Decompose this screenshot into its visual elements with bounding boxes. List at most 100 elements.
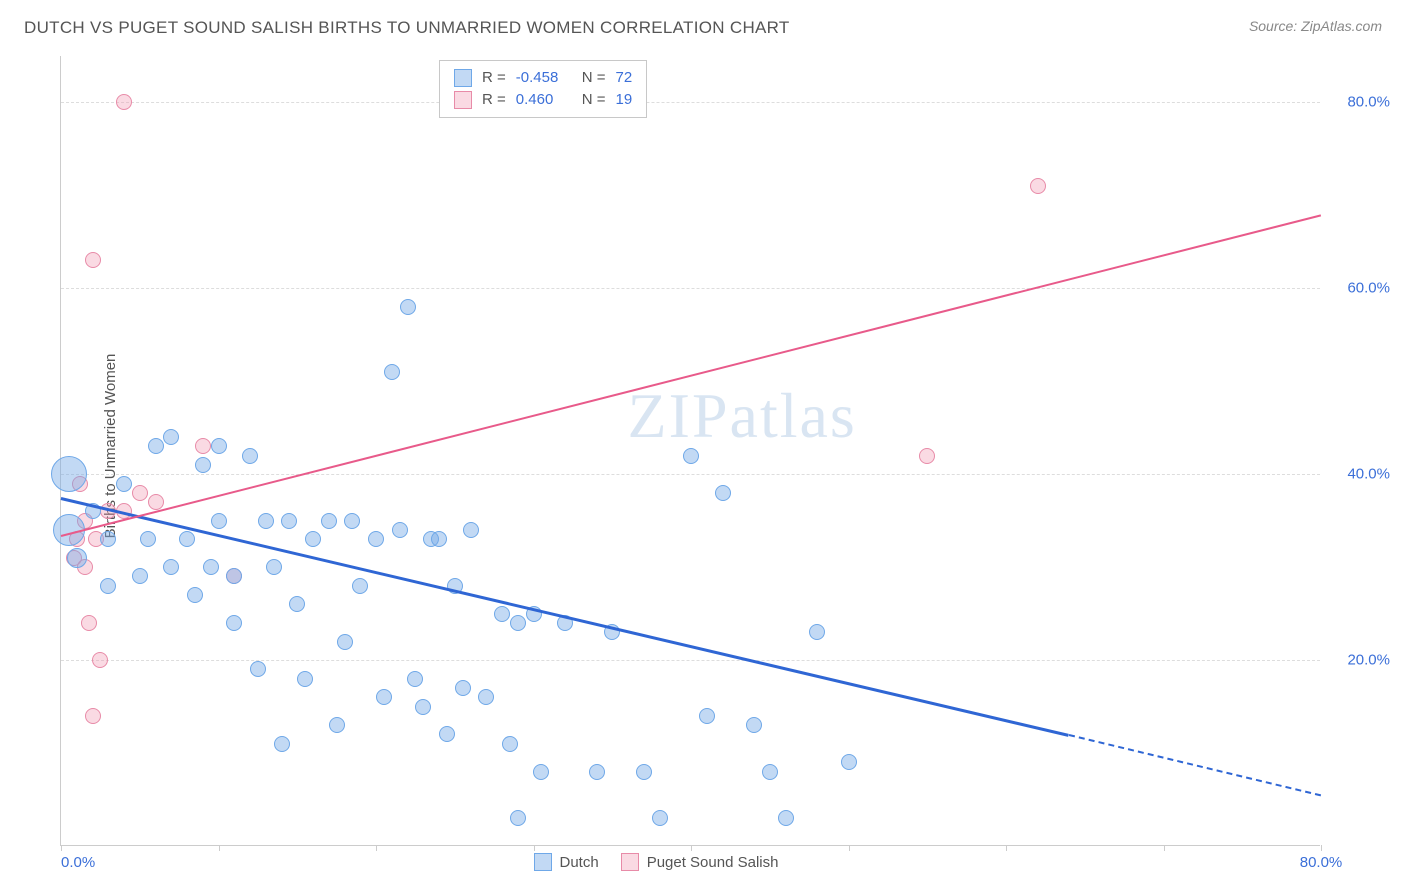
dutch-point	[329, 717, 345, 733]
r-label: R =	[482, 67, 506, 89]
y-tick-label: 80.0%	[1330, 94, 1390, 111]
gridline-horizontal	[61, 102, 1320, 103]
legend-item-dutch: Dutch	[534, 853, 599, 871]
salish-swatch	[454, 91, 472, 109]
dutch-point	[211, 513, 227, 529]
dutch-point	[533, 764, 549, 780]
dutch-point	[281, 513, 297, 529]
n-label: N =	[582, 67, 606, 89]
salish-r-value: 0.460	[516, 89, 572, 111]
dutch-point	[163, 429, 179, 445]
dutch-point	[67, 548, 87, 568]
salish-n-value: 19	[616, 89, 633, 111]
dutch-point	[250, 661, 266, 677]
dutch-point	[715, 485, 731, 501]
dutch-point	[321, 513, 337, 529]
legend-row-dutch: R = -0.458 N = 72	[454, 67, 632, 89]
dutch-point	[179, 531, 195, 547]
dutch-point	[841, 754, 857, 770]
dutch-point	[148, 438, 164, 454]
dutch-point	[226, 615, 242, 631]
dutch-point	[211, 438, 227, 454]
series-legend: Dutch Puget Sound Salish	[534, 853, 779, 871]
y-tick-label: 60.0%	[1330, 280, 1390, 297]
scatter-chart: ZIPatlas 20.0%40.0%60.0%80.0%0.0%80.0%R …	[60, 56, 1320, 846]
dutch-point	[226, 568, 242, 584]
salish-point	[85, 708, 101, 724]
x-tick-mark	[1321, 845, 1322, 851]
dutch-point	[478, 689, 494, 705]
chart-title: DUTCH VS PUGET SOUND SALISH BIRTHS TO UN…	[24, 18, 790, 38]
y-tick-label: 20.0%	[1330, 652, 1390, 669]
dutch-trend-line-dashed	[1069, 734, 1321, 796]
gridline-horizontal	[61, 474, 1320, 475]
dutch-point	[51, 456, 87, 492]
dutch-point	[636, 764, 652, 780]
legend-row-salish: R = 0.460 N = 19	[454, 89, 632, 111]
dutch-point	[652, 810, 668, 826]
dutch-point	[274, 736, 290, 752]
dutch-point	[195, 457, 211, 473]
correlation-legend: R = -0.458 N = 72 R = 0.460 N = 19	[439, 60, 647, 118]
dutch-r-value: -0.458	[516, 67, 572, 89]
x-tick-mark	[534, 845, 535, 851]
dutch-point	[502, 736, 518, 752]
dutch-point	[100, 531, 116, 547]
dutch-point	[683, 448, 699, 464]
dutch-point	[809, 624, 825, 640]
dutch-point	[187, 587, 203, 603]
dutch-point	[116, 476, 132, 492]
dutch-point	[384, 364, 400, 380]
dutch-point	[463, 522, 479, 538]
dutch-legend-label: Dutch	[560, 854, 599, 871]
dutch-point	[100, 578, 116, 594]
source-label: Source: ZipAtlas.com	[1249, 18, 1382, 34]
legend-item-salish: Puget Sound Salish	[621, 853, 779, 871]
dutch-point	[305, 531, 321, 547]
dutch-point	[376, 689, 392, 705]
salish-point	[1030, 178, 1046, 194]
dutch-point	[392, 522, 408, 538]
x-tick-mark	[849, 845, 850, 851]
x-tick-mark	[1006, 845, 1007, 851]
dutch-point	[368, 531, 384, 547]
dutch-point	[203, 559, 219, 575]
salish-point	[81, 615, 97, 631]
dutch-point	[132, 568, 148, 584]
dutch-n-value: 72	[616, 67, 633, 89]
dutch-point	[778, 810, 794, 826]
dutch-point	[140, 531, 156, 547]
n-label: N =	[582, 89, 606, 111]
dutch-point	[407, 671, 423, 687]
gridline-horizontal	[61, 660, 1320, 661]
x-tick-mark	[376, 845, 377, 851]
salish-point	[92, 652, 108, 668]
dutch-legend-swatch	[534, 853, 552, 871]
dutch-point	[494, 606, 510, 622]
dutch-trend-line	[61, 498, 1070, 737]
dutch-swatch	[454, 69, 472, 87]
r-label: R =	[482, 89, 506, 111]
x-tick-mark	[691, 845, 692, 851]
salish-legend-swatch	[621, 853, 639, 871]
x-tick-label: 0.0%	[61, 854, 95, 871]
dutch-point	[746, 717, 762, 733]
x-tick-mark	[1164, 845, 1165, 851]
x-tick-mark	[61, 845, 62, 851]
salish-point	[148, 494, 164, 510]
y-tick-label: 40.0%	[1330, 466, 1390, 483]
x-tick-label: 80.0%	[1300, 854, 1343, 871]
salish-point	[195, 438, 211, 454]
dutch-point	[455, 680, 471, 696]
salish-point	[116, 94, 132, 110]
watermark: ZIPatlas	[628, 379, 857, 453]
dutch-point	[163, 559, 179, 575]
watermark-rest: atlas	[730, 380, 857, 451]
dutch-point	[510, 810, 526, 826]
dutch-point	[337, 634, 353, 650]
dutch-point	[258, 513, 274, 529]
salish-point	[919, 448, 935, 464]
dutch-point	[344, 513, 360, 529]
dutch-point	[266, 559, 282, 575]
watermark-strong: ZIP	[628, 380, 730, 451]
